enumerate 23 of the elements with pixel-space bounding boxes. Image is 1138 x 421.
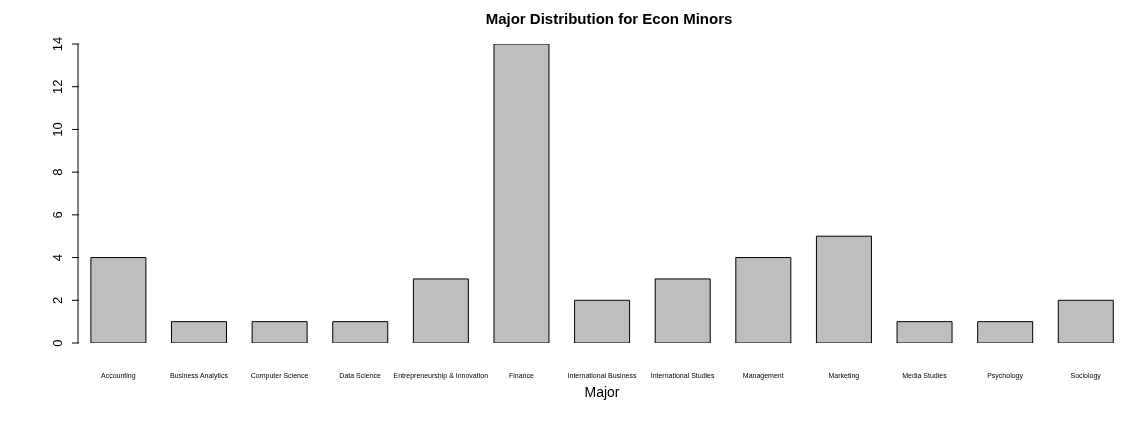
bar bbox=[171, 321, 228, 343]
bar bbox=[1057, 299, 1114, 343]
bar bbox=[332, 321, 389, 343]
bar bbox=[412, 278, 469, 343]
y-tick-label: 0 bbox=[50, 339, 65, 347]
bar bbox=[815, 235, 872, 343]
bar bbox=[251, 321, 308, 343]
bar bbox=[493, 44, 550, 343]
chart-title: Major Distribution for Econ Minors bbox=[484, 10, 734, 27]
y-tick-label: 14 bbox=[50, 36, 65, 52]
bar bbox=[896, 321, 953, 343]
y-tick-label: 6 bbox=[50, 211, 65, 219]
y-tick-label: 2 bbox=[50, 296, 65, 304]
bar bbox=[90, 257, 147, 343]
y-tick-label: 10 bbox=[50, 122, 65, 137]
y-tick-label: 12 bbox=[50, 79, 65, 94]
bar bbox=[977, 321, 1034, 343]
y-tick-label: 4 bbox=[50, 253, 65, 262]
bar bbox=[735, 257, 792, 343]
bar bbox=[574, 299, 631, 343]
y-tick-label: 8 bbox=[50, 168, 65, 176]
bar bbox=[654, 278, 711, 343]
x-axis-title: Major bbox=[584, 384, 620, 400]
